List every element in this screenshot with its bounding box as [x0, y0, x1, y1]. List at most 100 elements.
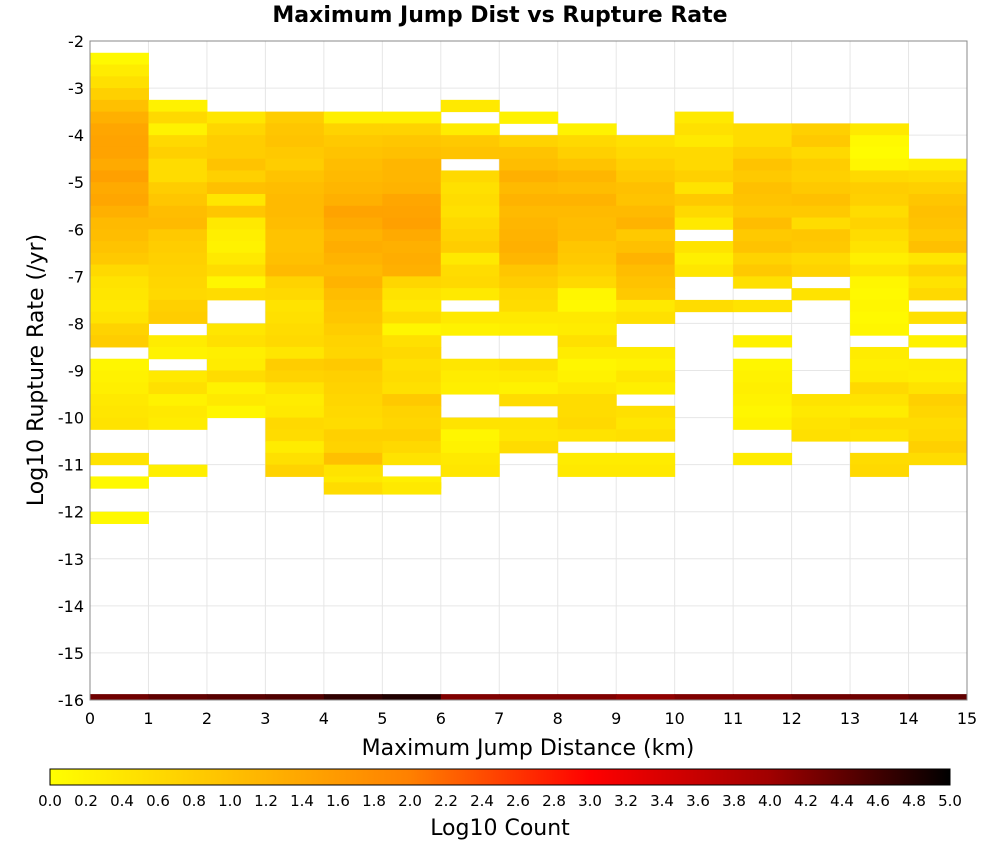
y-tick-label: -2	[68, 32, 84, 51]
heatmap-cell	[148, 299, 208, 313]
heatmap-cell	[733, 394, 793, 407]
heatmap-cell	[733, 135, 793, 148]
heatmap-cell	[557, 358, 617, 371]
heatmap-cell	[206, 229, 266, 242]
heatmap-cell-bottom	[382, 694, 442, 700]
heatmap-cell	[206, 382, 266, 395]
heatmap-cell	[148, 146, 208, 160]
heatmap-cell	[265, 370, 325, 383]
heatmap-cell	[90, 76, 149, 89]
heatmap-cell	[90, 64, 149, 77]
heatmap-cell	[791, 229, 851, 242]
heatmap-cell	[440, 146, 500, 160]
heatmap-cell	[206, 323, 266, 336]
heatmap-cell	[791, 182, 851, 195]
heatmap-cell	[616, 452, 676, 466]
heatmap-cell	[791, 405, 851, 419]
heatmap-cell	[323, 452, 383, 466]
colorbar	[49, 768, 951, 786]
heatmap-cell	[908, 288, 968, 301]
y-tick-label: -11	[58, 456, 84, 475]
heatmap-cell	[908, 193, 968, 207]
colorbar-tick-label: 3.2	[614, 792, 638, 810]
heatmap-cell	[265, 146, 325, 160]
heatmap-cell	[850, 370, 910, 383]
heatmap-cell	[674, 123, 734, 136]
y-tick-label: -4	[68, 126, 84, 145]
heatmap-cell	[90, 182, 149, 195]
heatmap-cell	[557, 264, 617, 277]
heatmap-cell	[850, 205, 910, 219]
x-tick-label: 8	[553, 709, 563, 728]
heatmap-cell	[499, 323, 559, 336]
heatmap-cell	[557, 170, 617, 183]
heatmap-cell	[557, 135, 617, 148]
heatmap-cell	[733, 229, 793, 242]
y-tick-label: -15	[58, 644, 84, 663]
heatmap-cell	[382, 111, 442, 124]
colorbar-tick-label: 3.8	[722, 792, 746, 810]
heatmap-cell	[382, 382, 442, 395]
heatmap-cell	[265, 193, 325, 207]
heatmap-cell	[908, 358, 968, 371]
heatmap-cell	[557, 241, 617, 254]
x-tick-label: 7	[494, 709, 504, 728]
heatmap-cell	[206, 358, 266, 371]
y-tick-label: -3	[68, 79, 84, 98]
heatmap-cell	[90, 299, 149, 313]
heatmap-cell	[206, 252, 266, 266]
heatmap-cell	[90, 205, 149, 219]
heatmap-cell	[382, 417, 442, 430]
heatmap-cell	[733, 193, 793, 207]
heatmap-cell	[323, 135, 383, 148]
heatmap-cell	[850, 123, 910, 136]
heatmap-cell	[265, 264, 325, 277]
heatmap-cell	[850, 229, 910, 242]
heatmap-cell	[499, 217, 559, 230]
heatmap-cell	[908, 452, 968, 466]
heatmap-cell	[382, 346, 442, 360]
heatmap-cell	[733, 217, 793, 230]
heatmap-cell-bottom	[908, 694, 968, 700]
heatmap-cell	[733, 182, 793, 195]
heatmap-cell	[90, 323, 149, 336]
heatmap-cell	[616, 182, 676, 195]
heatmap-cell	[499, 299, 559, 313]
heatmap-cell	[382, 441, 442, 454]
heatmap-cell	[206, 123, 266, 136]
heatmap-cell	[382, 182, 442, 195]
y-tick-label: -10	[58, 409, 84, 428]
colorbar-tick-label: 1.6	[326, 792, 350, 810]
heatmap-cell	[323, 264, 383, 277]
heatmap-cell	[850, 358, 910, 371]
heatmap-cell	[440, 358, 500, 371]
heatmap-cell	[733, 452, 793, 466]
heatmap-cell	[323, 193, 383, 207]
heatmap-cell	[206, 111, 266, 124]
heatmap-cell	[323, 429, 383, 442]
heatmap-cell	[499, 382, 559, 395]
y-axis-label: Log10 Rupture Rate (/yr)	[24, 234, 49, 506]
heatmap-cell	[674, 217, 734, 230]
heatmap-cell	[440, 135, 500, 148]
heatmap-cell	[616, 264, 676, 277]
heatmap-cell	[440, 311, 500, 324]
heatmap-cell	[616, 193, 676, 207]
heatmap-cell	[206, 394, 266, 407]
y-tick-label: -5	[68, 173, 84, 192]
heatmap-cell	[206, 370, 266, 383]
heatmap-cell	[557, 123, 617, 136]
heatmap-cell	[323, 123, 383, 136]
heatmap-cell	[616, 429, 676, 442]
heatmap-cell	[616, 146, 676, 160]
heatmap-cell	[90, 193, 149, 207]
heatmap-cell	[90, 229, 149, 242]
heatmap-cell	[616, 370, 676, 383]
colorbar-tick-label: 3.0	[578, 792, 602, 810]
heatmap-cell	[733, 276, 793, 289]
heatmap-cell	[90, 511, 149, 524]
heatmap-cell	[616, 299, 676, 313]
heatmap-cell	[90, 217, 149, 230]
heatmap-cell	[148, 158, 208, 171]
heatmap-cell	[616, 170, 676, 183]
